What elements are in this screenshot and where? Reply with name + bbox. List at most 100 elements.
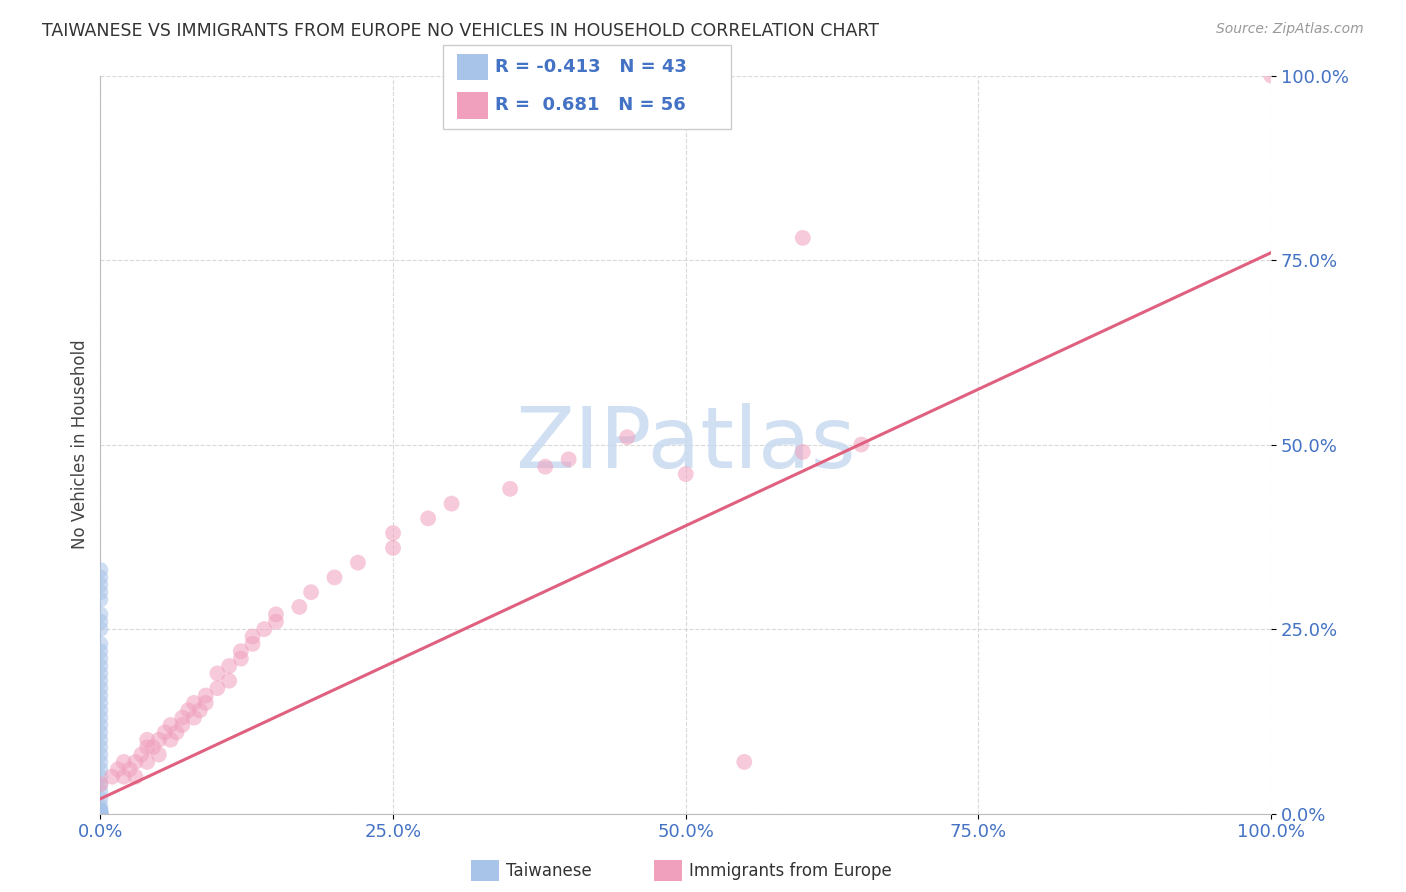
Point (89, 799, 111, 814)
Point (440, 497, 463, 511)
Point (89, 637, 111, 651)
Point (347, 556, 370, 570)
Text: R =  0.681   N = 56: R = 0.681 N = 56 (495, 96, 686, 114)
Point (188, 703, 211, 717)
Point (418, 511, 440, 525)
Point (89, 762, 111, 776)
Point (148, 747, 170, 762)
Point (131, 747, 153, 762)
Point (89, 659, 111, 673)
Point (89, 585, 111, 599)
Point (229, 651, 252, 665)
Point (89, 725, 111, 739)
Point (242, 630, 264, 644)
Point (733, 755, 755, 769)
Point (89, 622, 111, 636)
Text: Taiwanese: Taiwanese (506, 862, 592, 880)
Point (253, 622, 276, 636)
Point (136, 755, 159, 769)
Point (299, 585, 322, 599)
Point (142, 740, 165, 755)
Point (89, 681, 111, 695)
Point (242, 637, 264, 651)
Point (89, 806, 111, 821)
Point (194, 696, 217, 710)
Point (89, 806, 111, 821)
Point (148, 732, 170, 747)
Point (89, 673, 111, 688)
Point (89, 806, 111, 821)
Point (218, 659, 240, 673)
Point (153, 725, 176, 739)
Point (89, 615, 111, 629)
Text: Immigrants from Europe: Immigrants from Europe (689, 862, 891, 880)
Point (218, 673, 240, 688)
Point (89, 747, 111, 762)
Point (89, 806, 111, 821)
Point (288, 599, 311, 614)
Point (89, 806, 111, 821)
Point (89, 607, 111, 622)
Point (89, 689, 111, 703)
Point (89, 805, 111, 820)
Point (112, 770, 135, 784)
Text: R = -0.413   N = 43: R = -0.413 N = 43 (495, 58, 686, 76)
Point (89, 644, 111, 658)
Text: Source: ZipAtlas.com: Source: ZipAtlas.com (1216, 22, 1364, 37)
Point (136, 732, 159, 747)
Point (89, 792, 111, 806)
Point (89, 592, 111, 607)
Point (499, 482, 522, 496)
Point (194, 689, 217, 703)
Point (382, 541, 405, 555)
Point (165, 725, 187, 739)
Point (89, 805, 111, 819)
Point (557, 452, 579, 467)
Point (89, 806, 111, 821)
Point (183, 711, 205, 725)
Point (177, 703, 200, 717)
Point (107, 762, 129, 776)
Point (101, 770, 124, 784)
Point (89, 777, 111, 791)
Y-axis label: No Vehicles in Household: No Vehicles in Household (72, 340, 89, 549)
Point (264, 607, 287, 622)
Point (124, 755, 146, 769)
Point (172, 711, 194, 725)
Point (851, 437, 873, 451)
Point (207, 666, 229, 681)
Point (89, 805, 111, 819)
Point (89, 718, 111, 732)
Text: ZIPatlas: ZIPatlas (516, 403, 856, 486)
Point (89, 784, 111, 798)
Point (183, 696, 205, 710)
Point (118, 762, 141, 776)
Point (89, 770, 111, 784)
Point (382, 526, 405, 541)
Point (323, 570, 346, 584)
Point (89, 740, 111, 755)
Point (1260, 69, 1282, 83)
Point (89, 803, 111, 817)
Point (792, 231, 814, 245)
Text: TAIWANESE VS IMMIGRANTS FROM EUROPE NO VEHICLES IN HOUSEHOLD CORRELATION CHART: TAIWANESE VS IMMIGRANTS FROM EUROPE NO V… (42, 22, 879, 40)
Point (89, 777, 111, 791)
Point (89, 651, 111, 665)
Point (89, 703, 111, 717)
Point (112, 755, 135, 769)
Point (159, 732, 181, 747)
Point (89, 806, 111, 821)
Point (616, 430, 638, 444)
Point (264, 615, 287, 629)
Point (159, 718, 181, 732)
Point (675, 467, 697, 481)
Point (89, 563, 111, 577)
Point (89, 804, 111, 818)
Point (792, 445, 814, 459)
Point (89, 666, 111, 681)
Point (89, 732, 111, 747)
Point (136, 740, 159, 755)
Point (89, 696, 111, 710)
Point (89, 578, 111, 592)
Point (229, 644, 252, 658)
